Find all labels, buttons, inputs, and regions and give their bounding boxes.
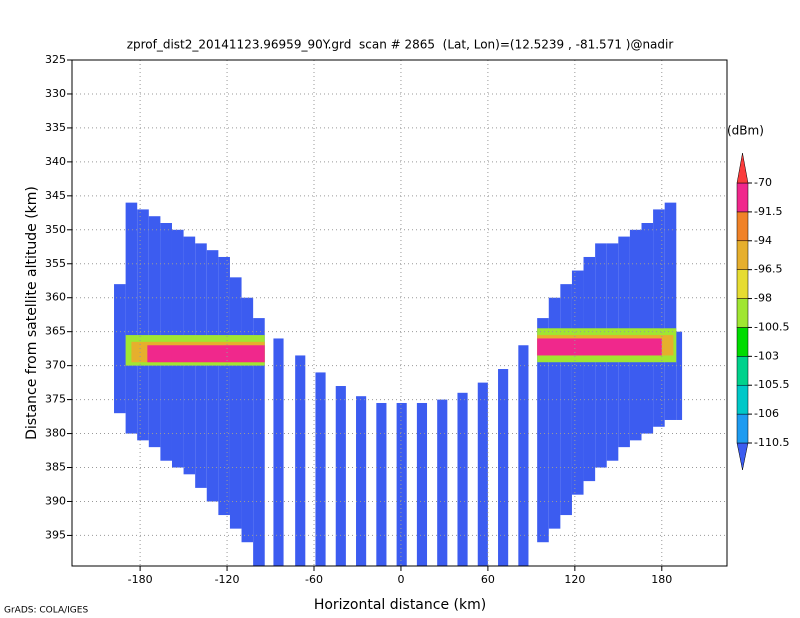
- y-tick-label: 350: [45, 223, 66, 236]
- colorbar-cell: [736, 152, 749, 184]
- echo: [315, 372, 326, 566]
- x-tick-label: -120: [215, 573, 240, 586]
- x-tick-label: -60: [305, 573, 323, 586]
- colorbar-label: -110.5: [754, 436, 789, 449]
- y-tick-label: 370: [45, 359, 66, 372]
- y-tick-label: 360: [45, 291, 66, 304]
- x-tick-label: -180: [128, 573, 153, 586]
- y-tick-label: 330: [45, 87, 66, 100]
- colorbar-label: -98: [754, 292, 772, 305]
- echo: [335, 386, 346, 566]
- y-tick-label: 385: [45, 461, 66, 474]
- y-tick-label: 380: [45, 427, 66, 440]
- y-tick-label: 345: [45, 189, 66, 202]
- echo: [396, 402, 407, 566]
- colorbar-label: -96.5: [754, 263, 782, 276]
- echo: [241, 297, 254, 543]
- echo: [416, 402, 428, 566]
- colorbar-label: -70: [754, 176, 772, 189]
- colorbar-cell: [736, 356, 749, 386]
- x-axis-label: Horizontal distance (km): [314, 597, 486, 613]
- echo: [206, 250, 219, 502]
- x-tick-label: 0: [397, 573, 404, 586]
- echo: [560, 284, 572, 516]
- echo: [457, 392, 468, 566]
- y-tick-label: 375: [45, 393, 66, 406]
- echo: [548, 297, 561, 529]
- echo: [537, 318, 549, 543]
- colorbar-cell: [736, 269, 749, 299]
- echo: [137, 209, 149, 441]
- y-tick-label: 325: [45, 53, 66, 66]
- colorbar-cell: [736, 413, 749, 444]
- chart-title: zprof_dist2_20141123.96959_90Y.grd scan …: [127, 38, 674, 52]
- echo: [253, 318, 265, 566]
- echo: [125, 202, 138, 434]
- echo: [295, 355, 306, 566]
- colorbar-cell: [736, 211, 749, 242]
- colorbar-label: -103: [754, 349, 779, 362]
- echo: [147, 345, 265, 363]
- echo: [571, 270, 584, 495]
- y-tick-label: 390: [45, 494, 66, 507]
- echo: [229, 277, 242, 529]
- colorbar-cell: [736, 240, 749, 270]
- y-tick-label: 355: [45, 257, 66, 270]
- y-tick-label: 335: [45, 121, 66, 134]
- echo: [376, 402, 387, 566]
- echo: [356, 396, 367, 566]
- colorbar-cell: [736, 327, 749, 357]
- x-tick-label: 180: [651, 573, 672, 586]
- echo: [273, 338, 284, 566]
- colorbar-cell: [736, 384, 749, 415]
- echo: [437, 399, 448, 566]
- footer: GrADS: COLA/IGES: [4, 606, 88, 616]
- echo: [583, 256, 596, 482]
- x-tick-label: 60: [481, 573, 495, 586]
- y-tick-label: 395: [45, 528, 66, 541]
- echo: [114, 284, 126, 414]
- echo: [218, 256, 230, 516]
- echo: [537, 338, 662, 356]
- axes-frame: [71, 59, 728, 567]
- colorbar-label: -105.5: [754, 378, 789, 391]
- echo: [653, 209, 665, 427]
- colorbar-unit: (dBm): [727, 124, 764, 138]
- colorbar-cell: [736, 298, 749, 328]
- colorbar-label: -94: [754, 234, 772, 247]
- echo: [498, 369, 509, 566]
- colorbar-label: -91.5: [754, 205, 782, 218]
- echo: [664, 202, 677, 420]
- colorbar-label: -106: [754, 407, 779, 420]
- y-tick-label: 365: [45, 325, 66, 338]
- y-tick-label: 340: [45, 155, 66, 168]
- y-axis-label: Distance from satellite altitude (km): [24, 186, 40, 440]
- colorbar-label: -100.5: [754, 320, 789, 333]
- colorbar-cell: [736, 182, 749, 213]
- colorbar-cell: [736, 442, 749, 471]
- echo: [518, 345, 529, 566]
- echo: [477, 382, 488, 566]
- echo: [148, 216, 161, 448]
- echo: [676, 331, 683, 420]
- x-tick-label: 120: [564, 573, 585, 586]
- plot-area: [114, 202, 683, 566]
